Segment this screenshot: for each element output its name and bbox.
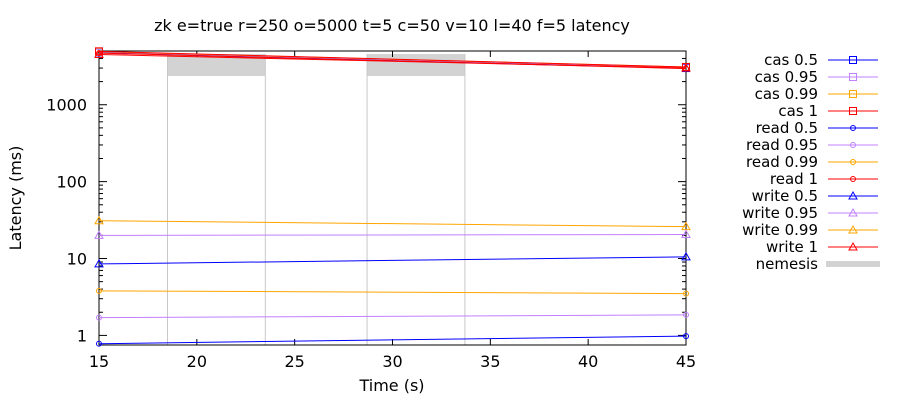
series-write-095 [94, 229, 691, 239]
data-point-write-05-0 [94, 258, 104, 268]
nemesis-band-1 [367, 54, 465, 76]
data-point-read-095-1 [683, 311, 689, 318]
y-tick-label-1000: 1000 [46, 96, 87, 115]
series-write-1 [94, 49, 691, 72]
legend-marker-read-099 [850, 159, 856, 165]
data-point-write-099-0 [94, 215, 104, 225]
x-tick-label-45: 45 [676, 352, 696, 371]
y-tick-label-10: 10 [67, 250, 87, 269]
x-tick-label-25: 25 [284, 352, 304, 371]
legend-label-write-095: write 0.95 [742, 204, 818, 222]
legend-marker-write-099 [848, 224, 858, 234]
series-read-099 [96, 287, 689, 297]
legend-label-cas-1: cas 1 [778, 102, 818, 120]
data-point-write-05-1 [681, 251, 691, 261]
nemesis-layer [166, 54, 466, 345]
data-point-read-099-0 [96, 287, 102, 294]
data-point-write-1-0 [94, 49, 104, 59]
y-tick-label-1: 1 [77, 326, 87, 345]
legend-label-read-05: read 0.5 [756, 119, 818, 137]
series-line-write-099 [98, 220, 687, 228]
series-line-write-05 [98, 256, 687, 265]
y-axis-label: Latency (ms) [6, 146, 25, 251]
legend-label-read-1: read 1 [770, 170, 818, 188]
y-tick-label-100: 100 [56, 173, 87, 192]
legend-marker-read-095 [850, 142, 856, 148]
legend-label-read-095: read 0.95 [746, 136, 818, 154]
legend-label-cas-05: cas 0.5 [764, 51, 818, 69]
legend-marker-write-1 [848, 241, 858, 251]
legend-marker-read-05 [850, 125, 856, 131]
data-point-write-095-0 [94, 230, 104, 239]
legend-marker-cas-1 [849, 107, 857, 115]
legend-marker-write-095 [848, 207, 858, 217]
chart-title: zk e=true r=250 o=5000 t=5 c=50 v=10 l=4… [154, 16, 630, 35]
legend-marker-read-1 [850, 176, 856, 182]
x-tick-label-15: 15 [89, 352, 109, 371]
legend-swatch-nemesis [826, 261, 880, 267]
axis-ticks: 15 20 25 30 35 40 45 1 10 100 1000 [46, 51, 696, 371]
legend-marker-cas-05 [849, 56, 857, 64]
data-point-read-099-1 [683, 290, 689, 297]
series-layer [94, 47, 691, 347]
legend-marker-cas-099 [849, 90, 857, 98]
legend-marker-cas-095 [849, 73, 857, 81]
series-line-read-05 [98, 335, 687, 345]
legend-label-cas-095: cas 0.95 [755, 68, 818, 86]
x-tick-label-30: 30 [382, 352, 402, 371]
series-line-read-095 [98, 314, 687, 319]
legend-label-cas-099: cas 0.99 [755, 85, 818, 103]
x-tick-label-35: 35 [480, 352, 500, 371]
legend-label-nemesis: nemesis [756, 255, 819, 273]
series-read-095 [96, 311, 689, 321]
data-point-write-1-1 [681, 63, 691, 72]
x-axis-label: Time (s) [358, 376, 424, 395]
series-line-write-1 [98, 54, 687, 69]
x-tick-label-20: 20 [187, 352, 207, 371]
legend-label-write-099: write 0.99 [742, 221, 818, 239]
nemesis-band-0 [167, 54, 266, 76]
data-point-read-05-1 [683, 333, 689, 340]
series-read-05 [96, 333, 689, 347]
series-line-write-095 [98, 234, 687, 236]
legend-marker-write-05 [848, 190, 858, 200]
data-point-read-05-0 [96, 340, 102, 347]
legend-label-write-1: write 1 [766, 238, 818, 256]
series-write-099 [94, 215, 691, 231]
data-point-write-099-1 [681, 221, 691, 231]
legend-label-read-099: read 0.99 [746, 153, 818, 171]
x-tick-label-40: 40 [578, 352, 598, 371]
plot-frame [98, 50, 687, 346]
legend-label-write-05: write 0.5 [752, 187, 818, 205]
series-write-05 [94, 251, 691, 268]
data-point-write-095-1 [681, 229, 691, 239]
series-line-read-099 [98, 290, 687, 295]
series-line-cas-1 [98, 50, 687, 68]
data-point-read-095-0 [96, 314, 102, 321]
